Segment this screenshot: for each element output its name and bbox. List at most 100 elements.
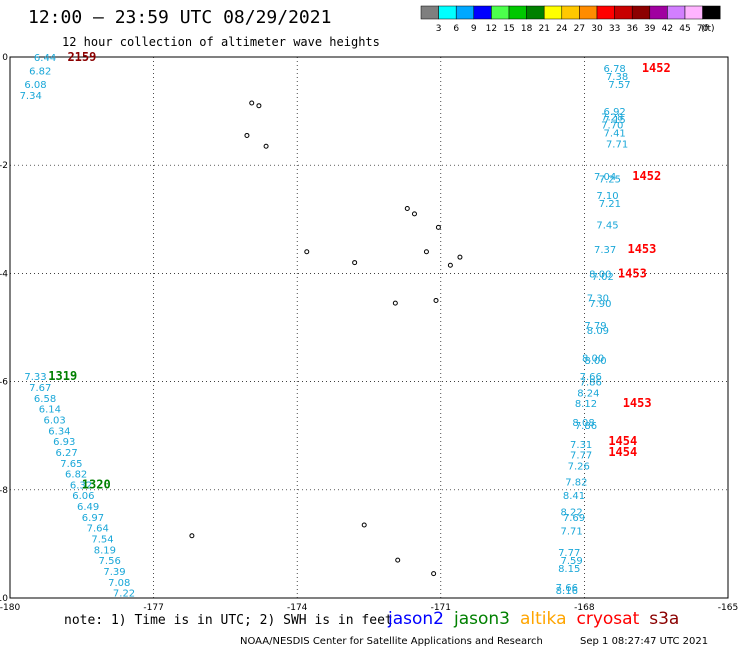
colorbar-swatch [596, 5, 615, 20]
island-outline [411, 211, 417, 217]
swh-value-label: 8.19 [94, 545, 116, 556]
colorbar-swatch [508, 5, 527, 20]
swh-value-label: 7.39 [103, 567, 125, 578]
swh-value-label: 7.65 [60, 459, 82, 470]
colorbar-label: 3 [436, 24, 442, 34]
colorbar-swatch [455, 5, 475, 20]
island-outline [423, 249, 429, 255]
track-time-label: 1453 [623, 396, 652, 410]
chart-subtitle: 12 hour collection of altimeter wave hei… [62, 35, 380, 49]
swh-value-label: 7.33 [24, 372, 46, 383]
swh-value-label: 7.69 [563, 513, 585, 524]
satellite-legend-item: jason2 [387, 609, 444, 629]
swh-value-label: 8.15 [558, 564, 580, 575]
island-outline [361, 522, 367, 528]
swh-value-label: 7.31 [570, 440, 592, 451]
swh-value-label: 7.34 [20, 91, 42, 102]
credit-text: NOAA/NESDIS Center for Satellite Applica… [240, 636, 543, 647]
swh-value-label: 7.25 [599, 175, 621, 186]
colorbar-label: 42 [662, 24, 673, 34]
colorbar-swatch [614, 5, 633, 20]
colorbar-label: 27 [574, 24, 585, 34]
colorbar-label: 70 [697, 24, 709, 34]
swh-value-label: 7.82 [565, 478, 587, 489]
swh-value-label: 6.82 [29, 67, 51, 78]
island-outline [457, 254, 463, 260]
track-time-label: 1454 [608, 434, 637, 448]
swh-value-label: 6.92 [604, 107, 626, 118]
swh-value-label: 8.16 [556, 586, 578, 597]
swh-value-label: 7.86 [580, 378, 602, 389]
chart-title: 12:00 — 23:59 UTC 08/29/2021 [28, 7, 331, 28]
colorbar-label: 15 [503, 24, 514, 34]
swh-value-label: 8.00 [582, 353, 604, 364]
swh-value-label: 6.06 [72, 491, 94, 502]
swh-value-label: 7.38 [606, 72, 628, 83]
swh-value-label: 7.26 [568, 461, 590, 472]
track-time-label: 1453 [627, 242, 656, 256]
swh-value-label: 7.71 [606, 140, 628, 151]
colorbar-label: 45 [679, 24, 690, 34]
swh-value-label: 6.27 [55, 448, 77, 459]
swh-value-label: 7.10 [596, 191, 618, 202]
island-outline [435, 224, 441, 230]
track-time-label: 1453 [618, 266, 647, 280]
swh-value-label: 7.15 [604, 115, 626, 126]
x-tick-label: -171 [431, 603, 451, 613]
swh-value-label: 8.12 [575, 399, 597, 410]
island-outline [256, 103, 262, 109]
y-tick-label: -10 [0, 594, 8, 604]
y-tick-label: -2 [0, 161, 8, 171]
swh-value-label: 7.37 [594, 245, 616, 256]
swh-value-label: 7.30 [587, 294, 609, 305]
swh-value-label: 7.22 [113, 589, 135, 600]
colorbar-swatch [561, 5, 580, 20]
colorbar-label: 33 [609, 24, 620, 34]
track-time-label: 1452 [642, 61, 671, 75]
x-tick-label: -165 [718, 603, 738, 613]
colorbar-swatch [526, 5, 545, 20]
track-time-label: 1320 [82, 477, 111, 491]
colorbar-swatch [473, 5, 492, 20]
island-outline [431, 571, 437, 577]
island-outline [304, 249, 310, 255]
swh-value-label: 7.41 [604, 129, 626, 140]
swh-value-label: 7.90 [589, 299, 611, 310]
colorbar-label: 9 [471, 24, 477, 34]
swh-value-label: 7.70 [601, 121, 623, 132]
colorbar-label: 39 [644, 24, 656, 34]
colorbar-label: 12 [486, 24, 497, 34]
island-outline [249, 100, 255, 106]
footer: note: 1) Time is in UTC; 2) SWH is in fe… [64, 609, 708, 647]
swh-value-label: 6.14 [39, 405, 61, 416]
track-time-label: 1319 [48, 369, 77, 383]
swh-value-label: 7.71 [560, 526, 582, 537]
swh-value-label: 7.86 [575, 421, 597, 432]
colorbar-swatch [543, 5, 563, 20]
y-tick-label: -4 [0, 269, 8, 279]
swh-value-label: 6.58 [34, 394, 56, 405]
island-outline [244, 132, 250, 138]
swh-value-label: 7.08 [108, 578, 130, 589]
colorbar-swatch [631, 5, 651, 20]
island-outline [433, 297, 439, 303]
island-outline [395, 557, 401, 563]
swh-value-label: 6.78 [604, 64, 626, 75]
satellite-legend-item: altika [520, 609, 567, 629]
swh-value-label: 6.08 [24, 80, 46, 91]
island-outline [189, 533, 195, 539]
colorbar-label: 18 [521, 24, 533, 34]
swh-value-label: 7.66 [556, 583, 578, 594]
swh-value-label: 7.54 [91, 534, 113, 545]
swh-value-label: 7.45 [596, 221, 618, 232]
swh-value-label: 6.34 [48, 426, 70, 437]
colorbar-swatch [438, 5, 457, 20]
island-outline [392, 300, 398, 306]
swh-value-label: 6.03 [44, 415, 66, 426]
x-tick-label: -174 [287, 603, 308, 613]
swh-value-label: 7.28 [601, 113, 623, 124]
satellite-legend-item: jason3 [453, 609, 510, 629]
island-outline [404, 205, 410, 211]
